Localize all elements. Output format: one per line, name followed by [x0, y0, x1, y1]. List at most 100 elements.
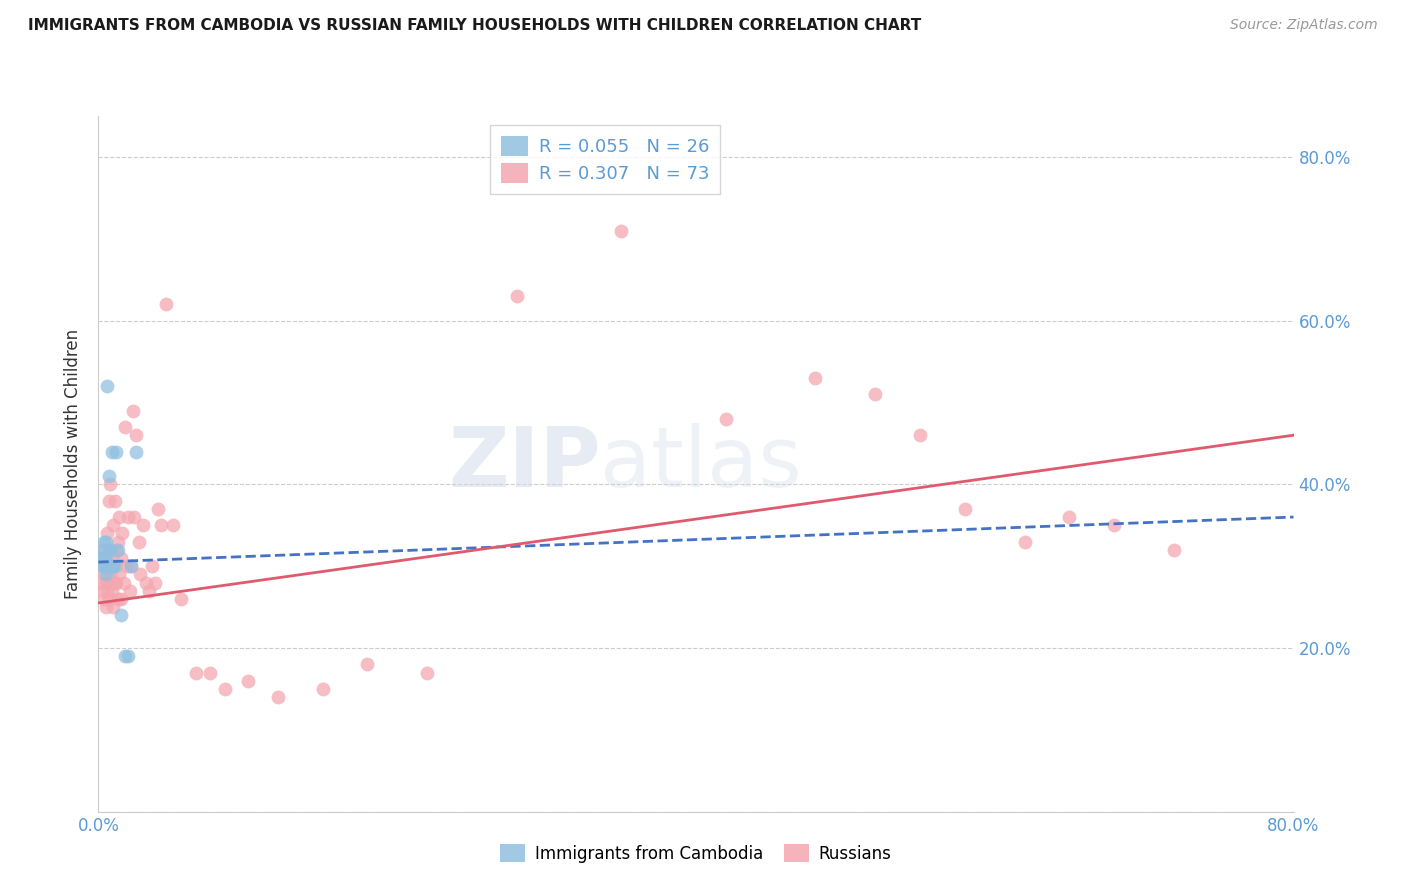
Point — [96, 379, 118, 393]
Point — [108, 510, 131, 524]
Point — [118, 583, 141, 598]
Point — [908, 428, 931, 442]
Point — [94, 559, 117, 574]
Point — [97, 575, 120, 590]
Point — [865, 387, 887, 401]
Point — [121, 403, 143, 417]
Point — [714, 412, 737, 426]
Point — [356, 657, 378, 672]
Point — [236, 673, 259, 688]
Point — [162, 518, 184, 533]
Point — [124, 510, 146, 524]
Point — [169, 591, 191, 606]
Point — [117, 510, 139, 524]
Point — [804, 371, 827, 385]
Point — [100, 542, 122, 557]
Point — [93, 551, 115, 566]
Point — [267, 690, 290, 705]
Point — [97, 542, 120, 557]
Point — [104, 493, 127, 508]
Point — [117, 649, 139, 664]
Text: ZIP: ZIP — [449, 424, 600, 504]
Point — [128, 534, 150, 549]
Point — [91, 559, 114, 574]
Point — [101, 583, 124, 598]
Point — [97, 469, 120, 483]
Point — [311, 681, 333, 696]
Point — [110, 551, 132, 566]
Point — [100, 542, 122, 557]
Point — [100, 477, 122, 491]
Point — [155, 297, 177, 311]
Point — [143, 575, 166, 590]
Point — [94, 567, 117, 582]
Point — [100, 559, 122, 574]
Point — [94, 575, 117, 590]
Point — [105, 444, 128, 458]
Text: Source: ZipAtlas.com: Source: ZipAtlas.com — [1230, 18, 1378, 32]
Point — [105, 542, 128, 557]
Point — [120, 559, 142, 574]
Point — [214, 681, 236, 696]
Point — [105, 575, 128, 590]
Point — [129, 567, 152, 582]
Point — [135, 575, 157, 590]
Point — [97, 493, 120, 508]
Point — [111, 526, 134, 541]
Point — [150, 518, 173, 533]
Text: IMMIGRANTS FROM CAMBODIA VS RUSSIAN FAMILY HOUSEHOLDS WITH CHILDREN CORRELATION : IMMIGRANTS FROM CAMBODIA VS RUSSIAN FAMI… — [28, 18, 921, 33]
Point — [141, 559, 163, 574]
Point — [114, 420, 136, 434]
Point — [100, 567, 122, 582]
Point — [1163, 542, 1185, 557]
Point — [1059, 510, 1081, 524]
Point — [91, 583, 114, 598]
Point — [416, 665, 439, 680]
Point — [953, 501, 976, 516]
Point — [125, 428, 148, 442]
Point — [93, 534, 115, 549]
Point — [94, 534, 117, 549]
Point — [1014, 534, 1036, 549]
Point — [91, 542, 114, 557]
Point — [101, 444, 124, 458]
Point — [138, 583, 160, 598]
Point — [94, 600, 117, 615]
Point — [120, 559, 142, 574]
Point — [115, 559, 138, 574]
Point — [610, 223, 633, 237]
Point — [108, 567, 131, 582]
Point — [107, 534, 129, 549]
Point — [101, 559, 124, 574]
Point — [1104, 518, 1126, 533]
Point — [103, 600, 125, 615]
Point — [200, 665, 222, 680]
Point — [96, 583, 118, 598]
Point — [184, 665, 207, 680]
Point — [104, 559, 127, 574]
Point — [94, 551, 117, 566]
Point — [90, 551, 112, 566]
Point — [112, 575, 135, 590]
Point — [103, 559, 125, 574]
Point — [110, 591, 132, 606]
Point — [107, 542, 129, 557]
Point — [91, 542, 114, 557]
Point — [96, 559, 118, 574]
Point — [103, 559, 125, 574]
Point — [96, 559, 118, 574]
Point — [110, 608, 132, 623]
Point — [93, 591, 115, 606]
Point — [96, 526, 118, 541]
Point — [107, 591, 129, 606]
Point — [506, 289, 529, 303]
Legend: Immigrants from Cambodia, Russians: Immigrants from Cambodia, Russians — [494, 838, 898, 870]
Point — [132, 518, 155, 533]
Point — [125, 444, 148, 458]
Point — [114, 649, 136, 664]
Point — [104, 575, 127, 590]
Point — [93, 559, 115, 574]
Y-axis label: Family Households with Children: Family Households with Children — [65, 329, 83, 599]
Point — [90, 575, 112, 590]
Text: atlas: atlas — [600, 424, 801, 504]
